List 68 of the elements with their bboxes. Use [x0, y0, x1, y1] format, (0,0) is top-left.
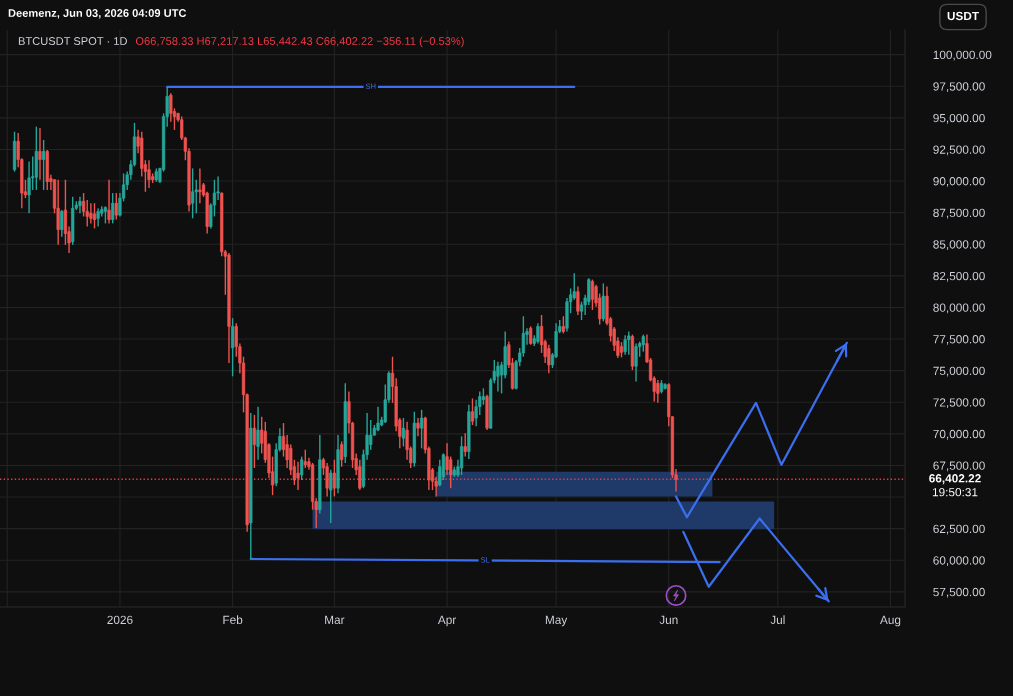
y-tick-label: 75,000.00	[933, 366, 985, 377]
candlestick	[416, 417, 420, 438]
candlestick	[576, 285, 580, 316]
candlestick	[191, 167, 195, 220]
chart-title: BTCUSDT SPOT · 1D	[18, 37, 127, 45]
y-tick-label: 72,500.00	[933, 398, 985, 409]
candlestick	[419, 409, 424, 450]
y-tick-label: 85,000.00	[933, 240, 985, 251]
candlestick	[147, 159, 151, 189]
x-tick-label: May	[545, 615, 568, 627]
candlestick	[329, 469, 333, 524]
y-tick-label: 97,500.00	[933, 82, 985, 93]
y-tick-label: 95,000.00	[933, 113, 985, 124]
y-tick-label: 62,500.00	[933, 524, 985, 535]
x-tick-label: Jun	[659, 615, 678, 624]
candlestick	[590, 278, 595, 311]
candlestick	[303, 448, 307, 469]
y-tick-label: 90,000.00	[933, 177, 985, 187]
candlestick	[27, 160, 31, 214]
candlestick	[547, 344, 551, 374]
candlestick	[536, 322, 540, 345]
candlestick	[107, 179, 111, 225]
candlestick	[252, 414, 257, 469]
x-tick-label: Feb	[223, 615, 243, 624]
candlestick	[60, 209, 64, 238]
y-tick-label: 77,500.00	[933, 335, 985, 345]
candlestick	[623, 334, 627, 356]
y-tick-label: 70,000.00	[933, 429, 985, 440]
candlestick	[656, 379, 660, 404]
y-tick-label: 87,500.00	[933, 208, 985, 219]
ref-line-label: 66,402.22	[929, 474, 981, 485]
candlestick	[496, 361, 500, 393]
y-tick-label: 60,000.00	[933, 556, 985, 567]
y-tick-label: 57,500.00	[933, 587, 985, 598]
candlestick	[89, 202, 93, 225]
candlestick	[332, 459, 336, 498]
candlestick	[369, 419, 373, 451]
candlestick	[78, 196, 82, 214]
x-tick-label: 2026	[107, 615, 133, 624]
x-tick-label: Jul	[770, 615, 785, 624]
x-tick-label: Apr	[437, 615, 457, 627]
y-tick-label: 100,000.00	[933, 50, 992, 61]
annotation: O66,758.33 H67,217.13 L65,442.43 C66,402.22 −356.11 (−0.53%)	[135, 36, 464, 48]
candlestick	[56, 179, 60, 246]
candlestick	[376, 405, 380, 433]
text: Deemenz, Jun 03, 2026 04:09 UTC	[8, 9, 187, 19]
candlestick	[601, 282, 605, 323]
x-tick-label: Aug	[879, 615, 901, 627]
candlestick	[300, 455, 304, 481]
candlestick	[340, 440, 344, 468]
text: USDT	[947, 11, 979, 21]
candlestick	[96, 207, 100, 228]
x-tick-label: Mar	[325, 615, 345, 624]
candlestick	[92, 202, 97, 230]
y-tick-label: 92,500.00	[933, 145, 985, 156]
candlestick	[256, 405, 260, 461]
text: 19:50:31	[932, 488, 978, 497]
candlestick	[114, 192, 118, 221]
y-tick-label: 82,500.00	[933, 271, 985, 282]
y-tick-label: 80,000.00	[933, 303, 985, 314]
candlestick	[634, 342, 638, 383]
candlestick	[463, 432, 467, 458]
candlestick	[296, 460, 300, 491]
candlestick	[627, 330, 631, 356]
y-tick-label: 67,500.00	[933, 461, 985, 472]
candlestick	[325, 462, 329, 498]
candlestick	[38, 127, 42, 181]
candlestick	[198, 167, 202, 204]
